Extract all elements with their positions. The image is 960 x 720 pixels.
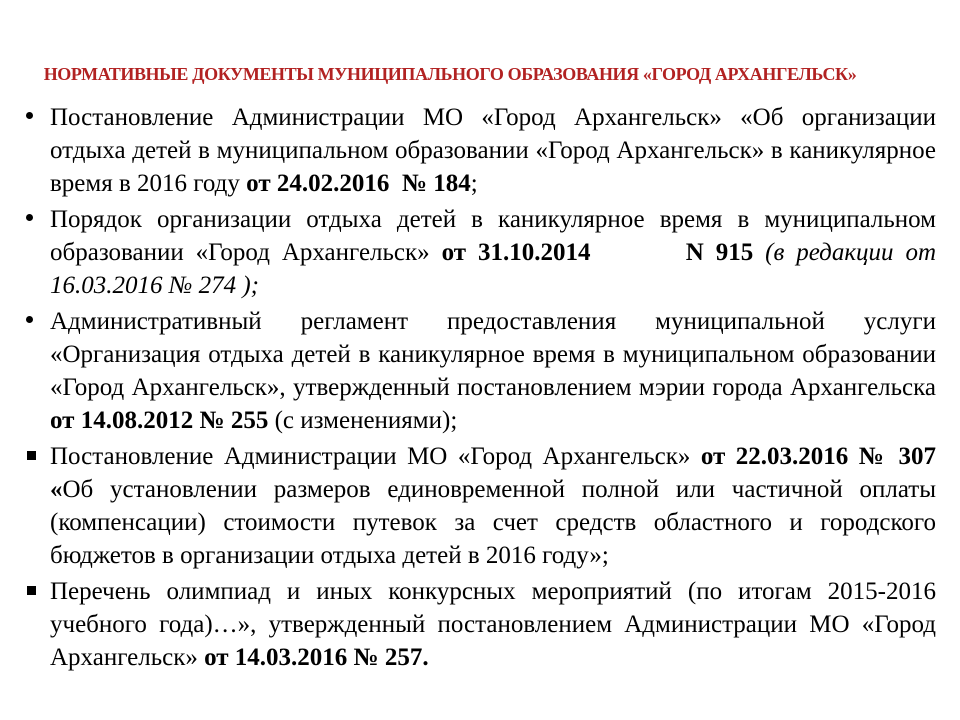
text-run: Административный регламент предоставлени…	[50, 308, 936, 401]
text-run: Об установлении размеров единовременной …	[50, 476, 936, 569]
bullet-item: Порядок организации отдыха детей в каник…	[26, 203, 936, 302]
slide-title: НОРМАТИВНЫЕ ДОКУМЕНТЫ МУНИЦИПАЛЬНОГО ОБР…	[43, 64, 857, 84]
square-bullet-marker-icon	[27, 451, 36, 460]
disc-bullet-marker-icon	[26, 214, 33, 221]
text-run: от 14.08.2012 № 255	[50, 407, 269, 434]
text-run: от 22.03.2016 № 307 «	[50, 443, 936, 503]
text-run: от 14.03.2016 № 257.	[204, 644, 429, 671]
disc-bullet-marker-icon	[26, 316, 33, 323]
bullet-item: Административный регламент предоставлени…	[26, 305, 936, 437]
bullet-list: Постановление Администрации МО «Город Ар…	[26, 101, 936, 677]
text-run: Постановление Администрации МО «Город Ар…	[50, 104, 936, 197]
square-bullet-marker-icon	[27, 586, 36, 595]
text-run: Порядок организации отдыха детей в каник…	[50, 206, 936, 266]
text-run: (в редакции от 16.03.2016 № 274 );	[50, 239, 936, 299]
bullet-item: Перечень олимпиад и иных конкурсных меро…	[27, 575, 936, 674]
bullet-item: Постановление Администрации МО «Город Ар…	[27, 440, 936, 572]
disc-bullet-marker-icon	[26, 112, 33, 119]
text-run: Перечень олимпиад и иных конкурсных меро…	[50, 578, 936, 671]
text-run: (с изменениями);	[268, 407, 458, 434]
text-run: ;	[470, 170, 478, 197]
text-run: от 24.02.2016 № 184	[246, 170, 471, 197]
text-run: от 31.10.2014 N 915	[441, 239, 766, 266]
text-run: Постановление Администрации МО «Город Ар…	[50, 443, 701, 470]
bullet-item: Постановление Администрации МО «Город Ар…	[26, 101, 936, 200]
